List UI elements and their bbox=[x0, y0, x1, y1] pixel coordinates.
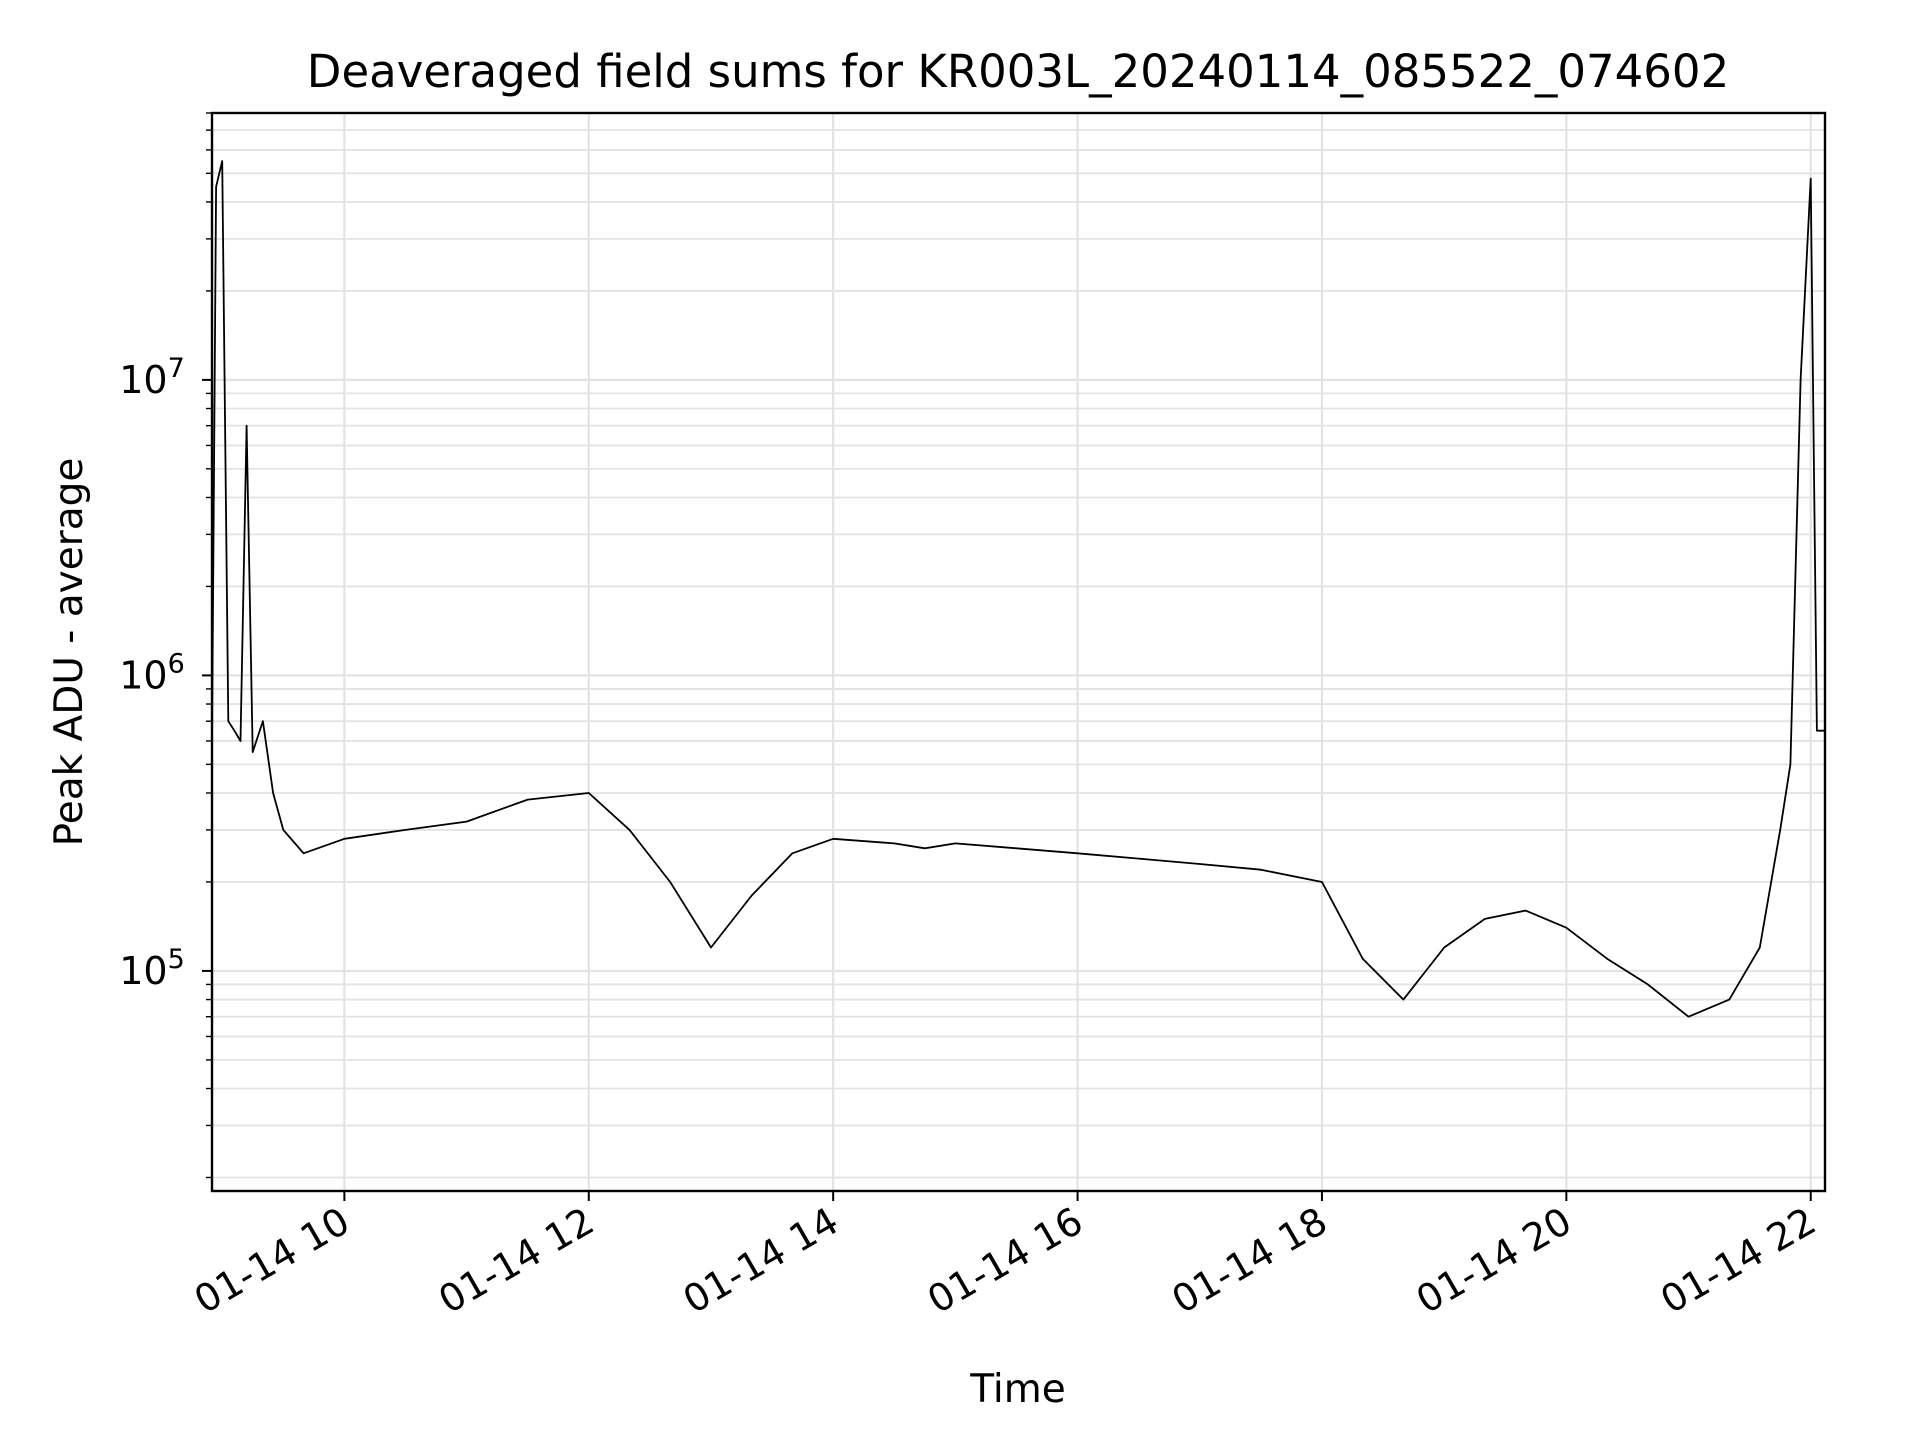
grid bbox=[212, 112, 1825, 1191]
y-tick-label: 106 bbox=[119, 648, 185, 697]
y-tick-label: 107 bbox=[119, 353, 185, 402]
series-line bbox=[211, 160, 1825, 1018]
chart-title: Deaveraged field sums for KR003L_2024011… bbox=[307, 45, 1729, 98]
y-axis-label: Peak ADU - average bbox=[47, 458, 92, 847]
y-axis-ticks: 105 106 107 bbox=[119, 112, 212, 1179]
y-tick-label: 105 bbox=[119, 944, 185, 993]
series-line-group bbox=[211, 160, 1825, 1018]
plot-frame bbox=[210, 111, 1827, 1193]
x-axis-label: Time bbox=[969, 1367, 1065, 1412]
